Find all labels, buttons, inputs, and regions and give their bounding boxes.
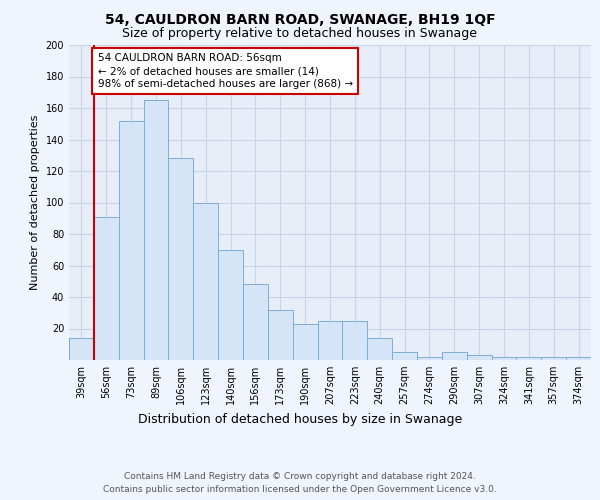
- Bar: [343, 320, 367, 360]
- Bar: [268, 310, 293, 360]
- Bar: [218, 250, 243, 360]
- Bar: [193, 202, 218, 360]
- Bar: [94, 216, 119, 360]
- Text: Contains public sector information licensed under the Open Government Licence v3: Contains public sector information licen…: [103, 484, 497, 494]
- Bar: [143, 100, 169, 360]
- Bar: [417, 357, 442, 360]
- Bar: [442, 352, 467, 360]
- Text: 54, CAULDRON BARN ROAD, SWANAGE, BH19 1QF: 54, CAULDRON BARN ROAD, SWANAGE, BH19 1Q…: [104, 12, 496, 26]
- Bar: [243, 284, 268, 360]
- Bar: [392, 352, 417, 360]
- Y-axis label: Number of detached properties: Number of detached properties: [30, 115, 40, 290]
- Text: Size of property relative to detached houses in Swanage: Size of property relative to detached ho…: [122, 28, 478, 40]
- Text: Distribution of detached houses by size in Swanage: Distribution of detached houses by size …: [138, 412, 462, 426]
- Bar: [517, 357, 541, 360]
- Bar: [119, 120, 143, 360]
- Bar: [367, 338, 392, 360]
- Bar: [566, 357, 591, 360]
- Bar: [317, 320, 343, 360]
- Text: Contains HM Land Registry data © Crown copyright and database right 2024.: Contains HM Land Registry data © Crown c…: [124, 472, 476, 481]
- Bar: [491, 357, 517, 360]
- Bar: [169, 158, 193, 360]
- Bar: [467, 356, 491, 360]
- Bar: [541, 357, 566, 360]
- Bar: [293, 324, 317, 360]
- Text: 54 CAULDRON BARN ROAD: 56sqm
← 2% of detached houses are smaller (14)
98% of sem: 54 CAULDRON BARN ROAD: 56sqm ← 2% of det…: [98, 53, 353, 90]
- Bar: [69, 338, 94, 360]
